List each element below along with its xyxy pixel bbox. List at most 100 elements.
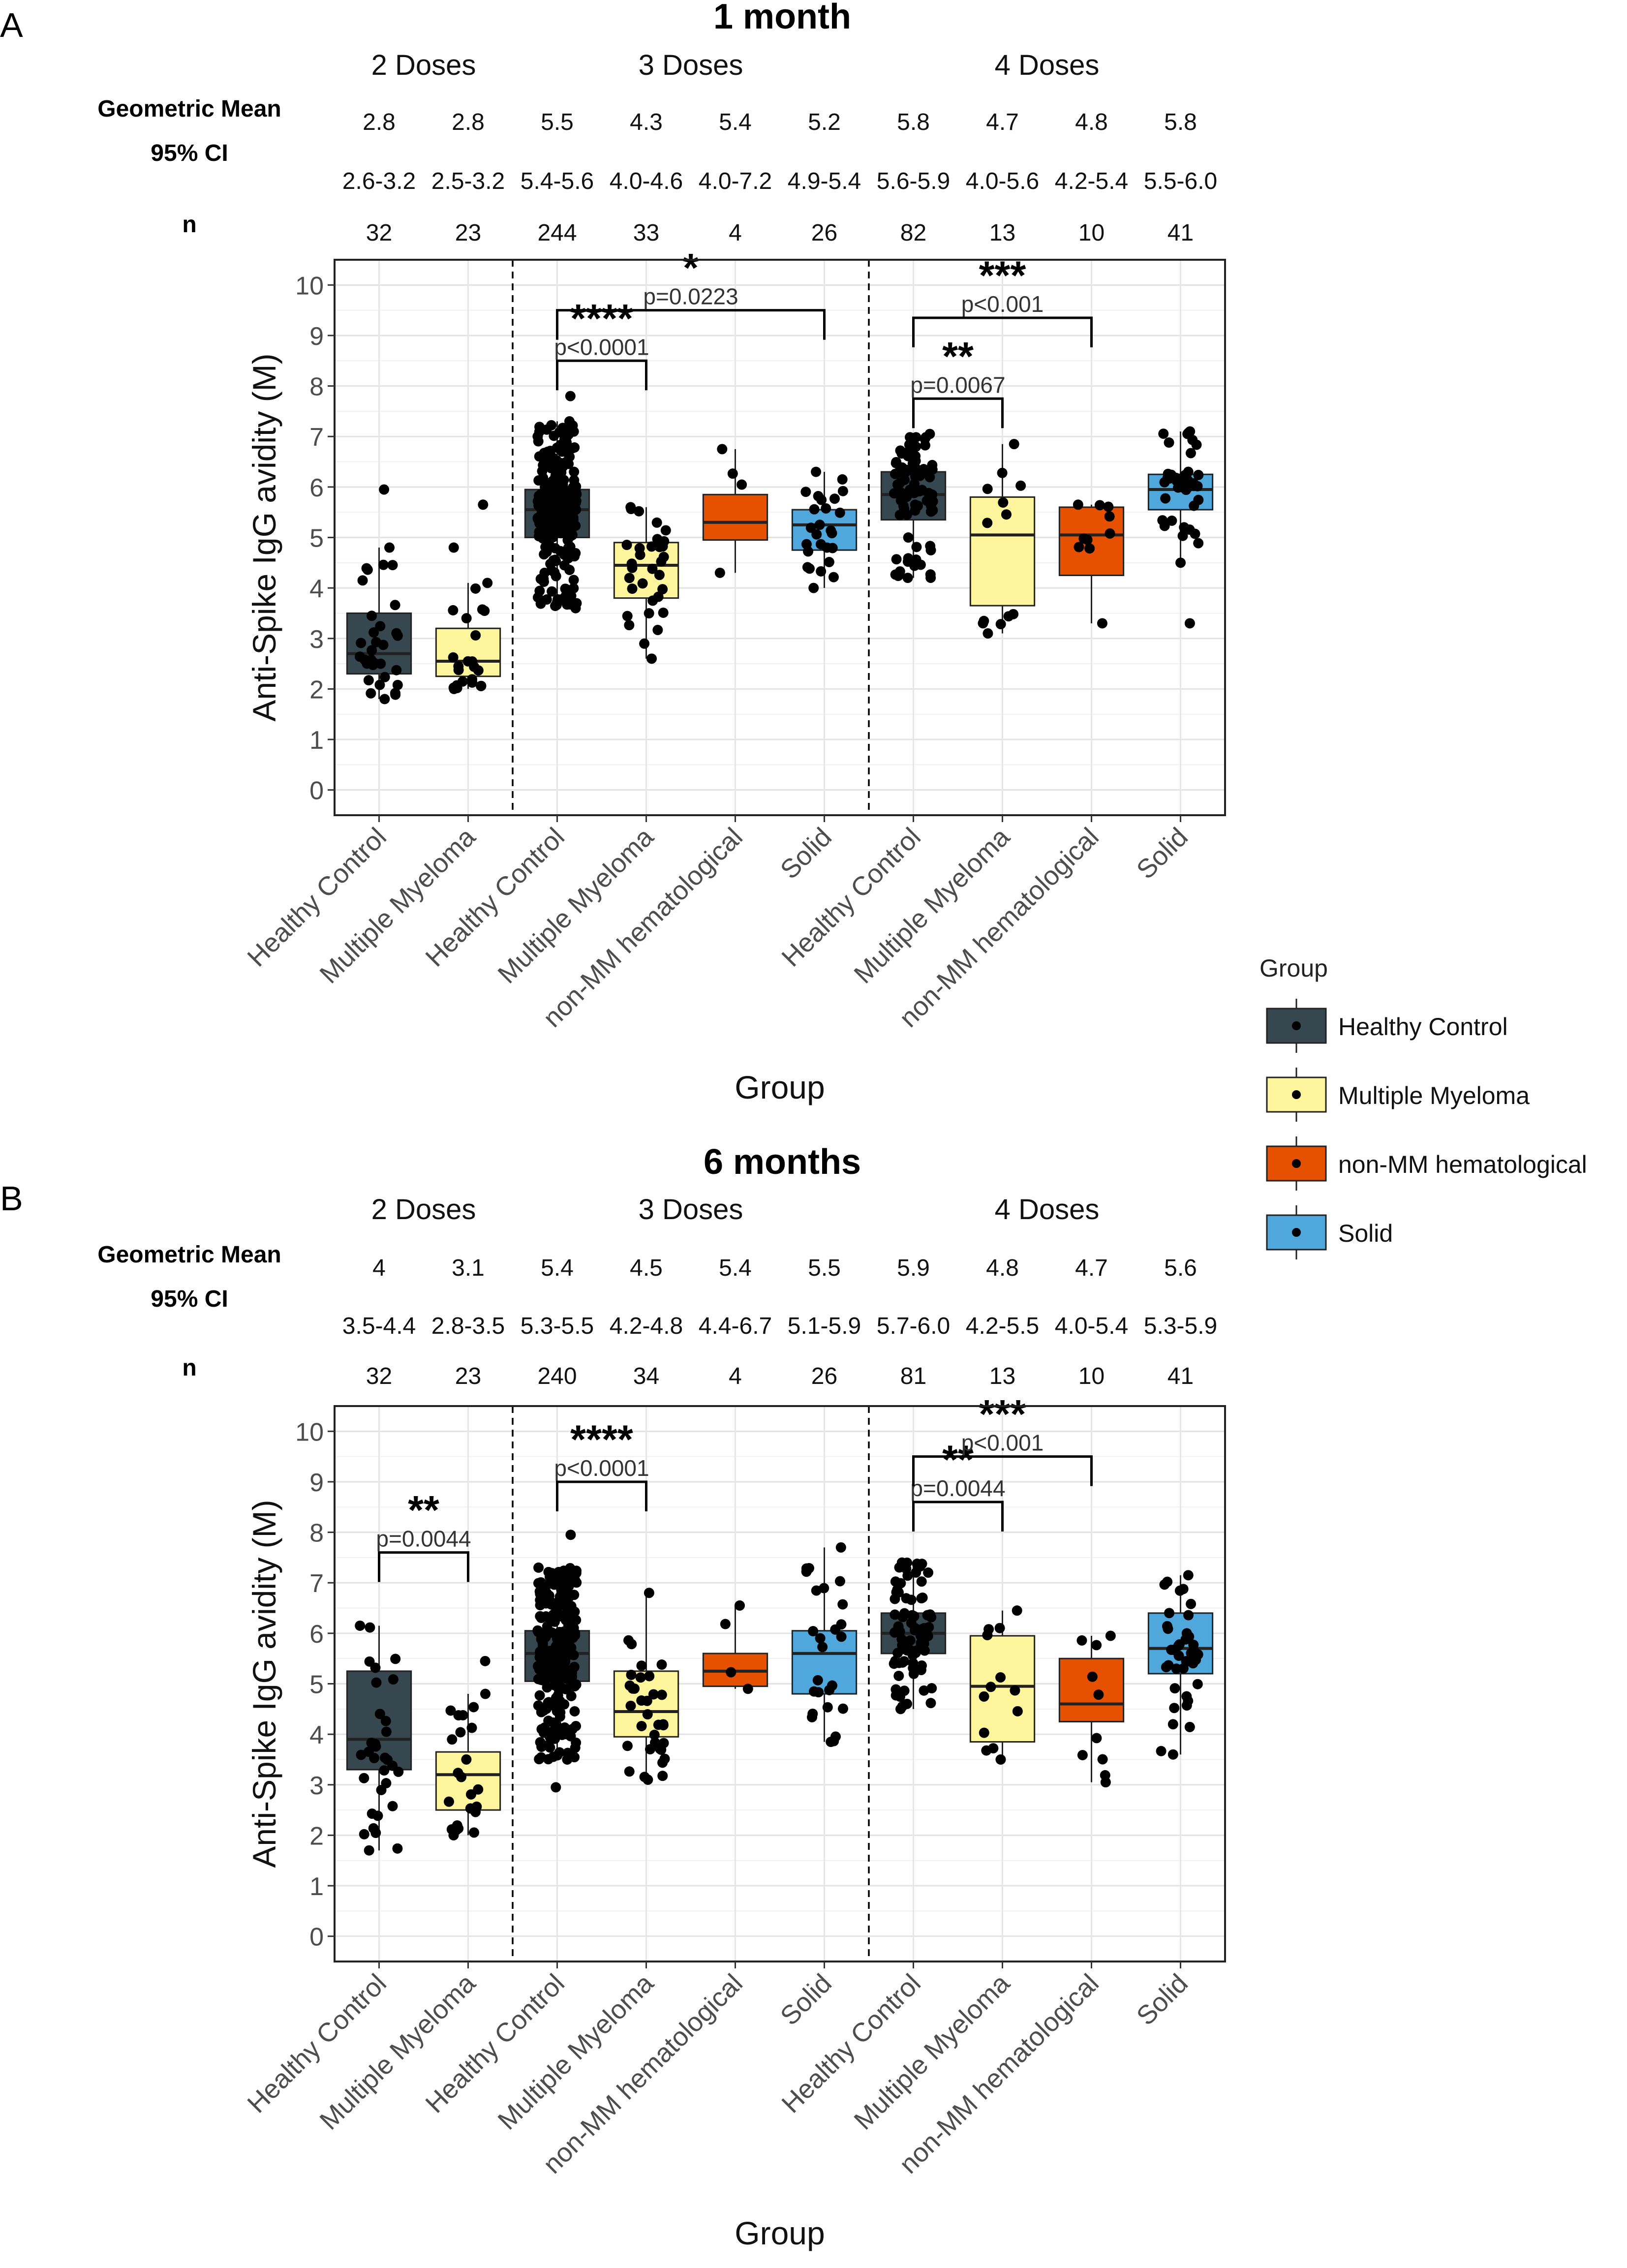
- geometric-mean-value: 5.2: [808, 109, 841, 135]
- data-point: [370, 1828, 381, 1839]
- n-value: 23: [455, 220, 481, 246]
- data-point: [647, 563, 658, 574]
- data-point: [1164, 437, 1174, 448]
- data-point: [642, 1709, 653, 1720]
- data-point: [448, 542, 459, 553]
- data-point: [896, 448, 907, 459]
- y-tick-label: 4: [309, 1721, 324, 1749]
- data-point: [1105, 528, 1115, 539]
- bracket-line: [912, 397, 1004, 429]
- data-point: [917, 1559, 927, 1569]
- data-point: [892, 1648, 903, 1658]
- data-point: [453, 1768, 463, 1778]
- data-point: [537, 1584, 548, 1595]
- data-point: [570, 486, 581, 496]
- box-body: [969, 496, 1036, 607]
- data-point: [982, 518, 993, 528]
- data-point: [567, 530, 578, 541]
- ci-value: 4.2-4.8: [610, 1313, 683, 1339]
- data-point: [830, 1624, 841, 1635]
- data-point: [536, 1724, 547, 1735]
- ci-value: 5.7-6.0: [877, 1313, 950, 1339]
- data-point: [911, 1567, 921, 1578]
- data-point: [532, 1661, 543, 1672]
- data-point: [646, 653, 657, 664]
- data-point: [1001, 509, 1012, 520]
- box-2: [435, 1655, 501, 1840]
- data-point: [551, 1782, 561, 1793]
- geometric-mean-value: 4.7: [1075, 1255, 1108, 1281]
- data-point: [1094, 500, 1105, 511]
- box-7: [880, 429, 947, 583]
- ci-value: 2.6-3.2: [342, 168, 416, 194]
- data-point: [375, 658, 386, 669]
- significance-bracket: p=0.0067**: [910, 334, 1006, 429]
- data-point: [626, 504, 637, 515]
- data-point: [644, 1671, 655, 1682]
- data-point: [837, 486, 848, 496]
- data-point: [1091, 1733, 1102, 1744]
- data-point: [1003, 611, 1014, 622]
- data-point: [566, 1642, 577, 1653]
- data-point: [906, 1594, 917, 1605]
- bracket-line: [912, 1455, 1093, 1486]
- data-point: [1171, 1663, 1182, 1674]
- data-point: [571, 1567, 582, 1578]
- data-point: [720, 1619, 731, 1629]
- data-point: [917, 1660, 927, 1671]
- data-point: [907, 1610, 918, 1621]
- dose-group-label: 3 Doses: [639, 1194, 743, 1226]
- data-point: [371, 637, 382, 647]
- data-point: [1015, 480, 1026, 491]
- data-point: [468, 1702, 479, 1713]
- data-point: [548, 1575, 558, 1586]
- data-point: [1103, 501, 1114, 512]
- data-point: [538, 574, 549, 584]
- data-point: [1084, 543, 1095, 554]
- row-label-ci: 95% CI: [151, 1286, 228, 1312]
- data-point: [535, 1737, 546, 1747]
- geometric-mean-value: 5.8: [897, 109, 930, 135]
- data-point: [814, 520, 825, 530]
- data-point: [571, 1737, 582, 1748]
- data-point: [367, 611, 377, 621]
- data-point: [554, 1626, 565, 1637]
- data-point: [892, 479, 903, 490]
- data-point: [461, 1754, 472, 1765]
- data-point: [834, 1576, 845, 1587]
- data-point: [569, 1590, 580, 1600]
- data-point: [568, 583, 579, 594]
- data-point: [1078, 533, 1089, 544]
- data-point: [465, 1803, 476, 1814]
- p-value-label: p=0.0044: [376, 1526, 471, 1552]
- box-1: [346, 484, 412, 705]
- y-tick-label: 10: [295, 272, 324, 300]
- y-tick-label: 3: [309, 625, 324, 654]
- data-point: [1173, 482, 1184, 493]
- data-point: [1186, 1598, 1197, 1609]
- box-body: [613, 542, 679, 599]
- data-point: [982, 484, 993, 494]
- data-point: [742, 1684, 753, 1694]
- significance-bracket: p=0.0044**: [910, 1438, 1006, 1532]
- legend-item-healthy-control: Healthy Control: [1266, 999, 1508, 1053]
- data-point: [476, 680, 487, 691]
- data-point: [480, 1688, 491, 1699]
- data-point: [923, 1622, 934, 1633]
- data-point: [559, 1722, 570, 1733]
- data-point: [921, 432, 931, 443]
- data-point: [571, 1679, 582, 1690]
- y-tick-label: 2: [309, 675, 324, 704]
- data-point: [817, 1642, 828, 1653]
- data-point: [536, 1707, 547, 1717]
- data-point: [903, 532, 914, 543]
- legend-label: Healthy Control: [1338, 1013, 1508, 1041]
- data-point: [902, 573, 913, 583]
- data-point: [979, 1727, 989, 1738]
- data-point: [370, 1662, 381, 1673]
- data-point: [364, 1845, 374, 1856]
- box-8: [969, 439, 1036, 639]
- data-point: [355, 1620, 366, 1631]
- y-tick-label: 5: [309, 1671, 324, 1699]
- data-point: [892, 1584, 903, 1595]
